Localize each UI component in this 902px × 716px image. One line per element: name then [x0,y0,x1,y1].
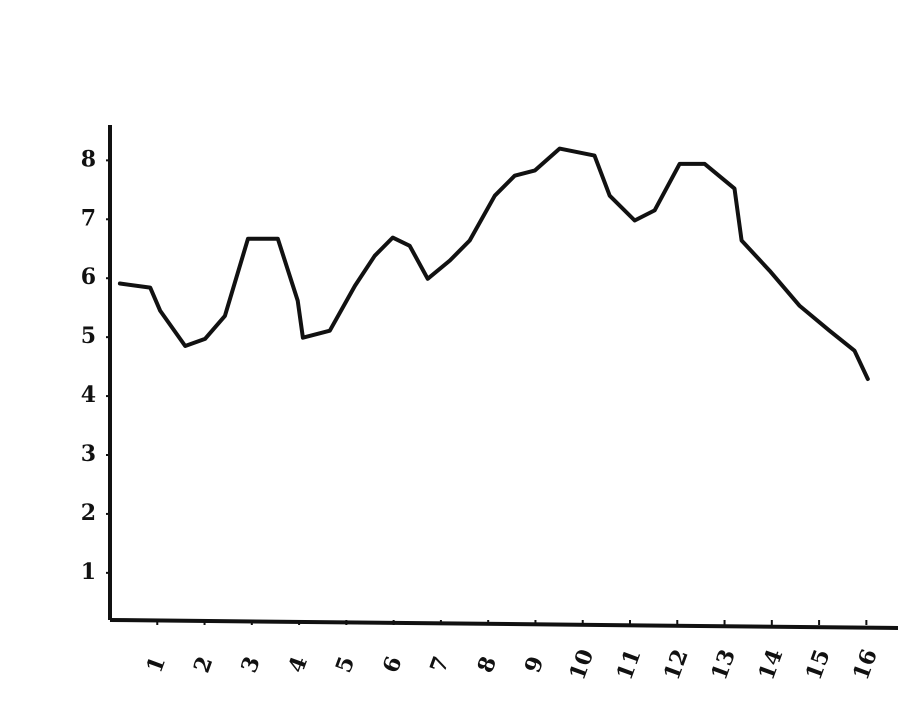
x-tick-label: 5 [331,653,361,676]
y-tick-label: 6 [81,264,96,290]
x-tick-label: 6 [378,653,408,676]
x-axis [110,620,898,628]
chart: 1234567812345678910111213141516 [0,0,902,716]
x-tick-label: 8 [472,653,502,676]
x-tick-label: 7 [425,653,455,676]
x-tick-label: 16 [848,646,883,684]
y-tick-label: 7 [81,205,96,231]
x-tick-label: 3 [236,653,266,676]
y-tick-label: 3 [81,441,96,467]
y-tick-label: 2 [81,500,96,526]
x-tick-label: 11 [612,646,647,684]
data-line [120,149,868,379]
y-tick-label: 8 [81,146,96,172]
x-tick-label: 10 [564,646,599,684]
x-tick-label: 15 [801,646,836,684]
y-tick-label: 1 [81,559,96,585]
y-tick-label: 4 [81,382,96,408]
x-tick-label: 1 [141,653,171,676]
x-tick-label: 14 [753,646,788,684]
x-tick-label: 4 [283,653,313,676]
x-tick-label: 2 [189,653,219,676]
x-tick-label: 9 [520,653,550,676]
x-tick-label: 12 [659,646,694,684]
x-tick-label: 13 [706,646,741,684]
y-tick-label: 5 [81,323,96,349]
